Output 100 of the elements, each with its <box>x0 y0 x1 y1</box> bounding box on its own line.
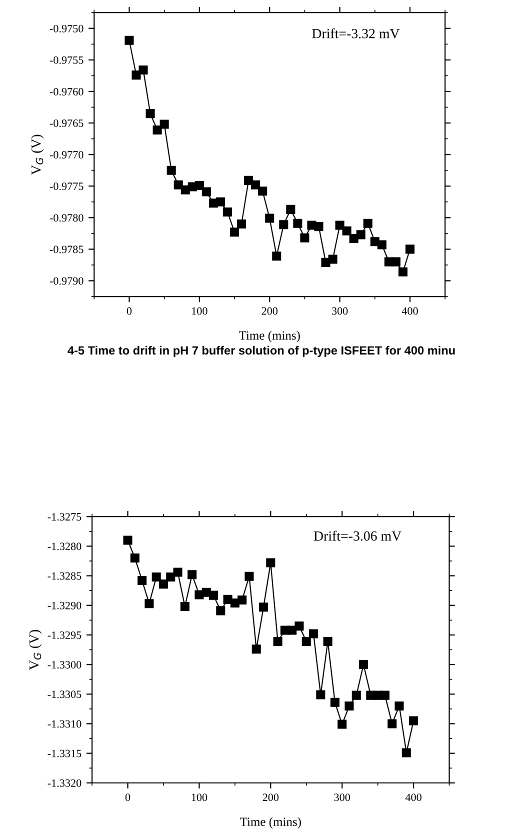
point <box>380 690 390 700</box>
point <box>152 125 162 134</box>
x-tick-label: 400 <box>405 794 422 802</box>
point <box>273 636 282 646</box>
y-tick-label: -1.3320 <box>48 779 82 787</box>
point <box>394 701 404 710</box>
point <box>323 636 332 646</box>
x-axis-title: Time (mins) <box>240 817 301 829</box>
point <box>138 576 147 586</box>
point <box>132 70 141 80</box>
point <box>300 233 310 242</box>
point <box>352 690 361 700</box>
point <box>391 257 400 266</box>
x-tick-label: 200 <box>262 307 278 315</box>
point <box>398 267 408 276</box>
y-tick-label: -0.9785 <box>50 246 84 254</box>
y-tick-label: -0.9780 <box>50 214 84 222</box>
point <box>180 602 190 612</box>
point <box>222 207 232 216</box>
point <box>294 622 304 631</box>
point <box>244 572 254 581</box>
y-axis-title: V$_{G}$ (V) <box>29 630 42 670</box>
point <box>238 596 247 605</box>
x-tick-label: 300 <box>334 794 350 802</box>
x-tick-label: 0 <box>126 307 132 315</box>
point <box>144 599 154 608</box>
point <box>230 228 240 237</box>
point <box>194 180 204 190</box>
point <box>237 219 246 228</box>
point <box>188 570 197 580</box>
point <box>356 230 366 240</box>
x-tick-label: 400 <box>402 307 418 315</box>
point <box>146 109 155 118</box>
point <box>158 580 168 589</box>
point <box>316 690 326 700</box>
text: 4-5 Time to drift in pH 7 buffer solution of p-type ISFEET for 400 minu <box>68 346 455 357</box>
point <box>344 701 354 710</box>
point <box>265 214 274 223</box>
point <box>174 180 183 190</box>
y-tick-label: -0.9790 <box>50 277 84 285</box>
annotation: Drift=-3.32 mV <box>312 28 400 38</box>
point <box>314 222 324 231</box>
y-tick-label: -1.3295 <box>48 631 82 639</box>
point <box>138 66 148 75</box>
point <box>216 197 225 206</box>
y-tick-label: -1.3285 <box>48 572 82 580</box>
point <box>405 244 414 254</box>
point <box>321 258 330 267</box>
point <box>286 204 296 214</box>
point <box>152 572 161 582</box>
point <box>335 220 344 230</box>
y-tick-label: -0.9755 <box>50 56 84 64</box>
x-tick-label: 100 <box>192 794 208 802</box>
y-tick-label: -0.9765 <box>50 119 84 128</box>
point <box>258 602 268 612</box>
y-tick-label: -1.3290 <box>48 602 82 610</box>
point <box>258 186 268 196</box>
y-tick-label: -0.9770 <box>50 151 84 159</box>
point <box>338 720 347 729</box>
y-axis-title: V$_{G}$ (V) <box>31 134 44 175</box>
point <box>409 716 418 726</box>
y-tick-label: -1.3280 <box>48 542 82 550</box>
y-tick-label: -1.3310 <box>48 720 82 728</box>
point <box>342 226 352 236</box>
point <box>309 629 318 638</box>
y-tick-label: -0.9775 <box>50 182 84 190</box>
y-tick-label: -1.3315 <box>48 750 82 758</box>
y-tick-label: -1.3305 <box>48 690 82 698</box>
x-tick-label: 100 <box>192 307 208 315</box>
point <box>328 254 338 264</box>
point <box>251 180 260 190</box>
point <box>388 719 397 728</box>
point <box>244 176 254 185</box>
x-tick-label: 300 <box>332 307 348 315</box>
point <box>202 187 211 196</box>
point <box>123 536 132 545</box>
point <box>377 240 386 250</box>
point <box>252 644 261 654</box>
point <box>130 554 140 563</box>
y-tick-label: -0.9760 <box>50 88 84 96</box>
y-tick-label: -1.3275 <box>48 513 82 521</box>
point <box>208 590 218 600</box>
x-axis-title: Time (mins) <box>238 330 300 342</box>
point <box>216 606 226 616</box>
x-tick-label: 0 <box>125 794 130 802</box>
point <box>293 218 302 228</box>
point <box>166 166 176 175</box>
point <box>330 698 340 707</box>
point <box>279 220 288 230</box>
point <box>402 748 411 758</box>
point <box>266 558 276 568</box>
point <box>166 572 176 582</box>
point <box>160 120 169 129</box>
point <box>359 660 368 670</box>
annotation: Drift=-3.06 mV <box>314 530 402 541</box>
point <box>363 218 372 228</box>
point <box>173 568 182 577</box>
point <box>302 636 311 646</box>
y-tick-label: -1.3300 <box>48 661 82 669</box>
y-tick-label: -0.9750 <box>50 24 84 32</box>
